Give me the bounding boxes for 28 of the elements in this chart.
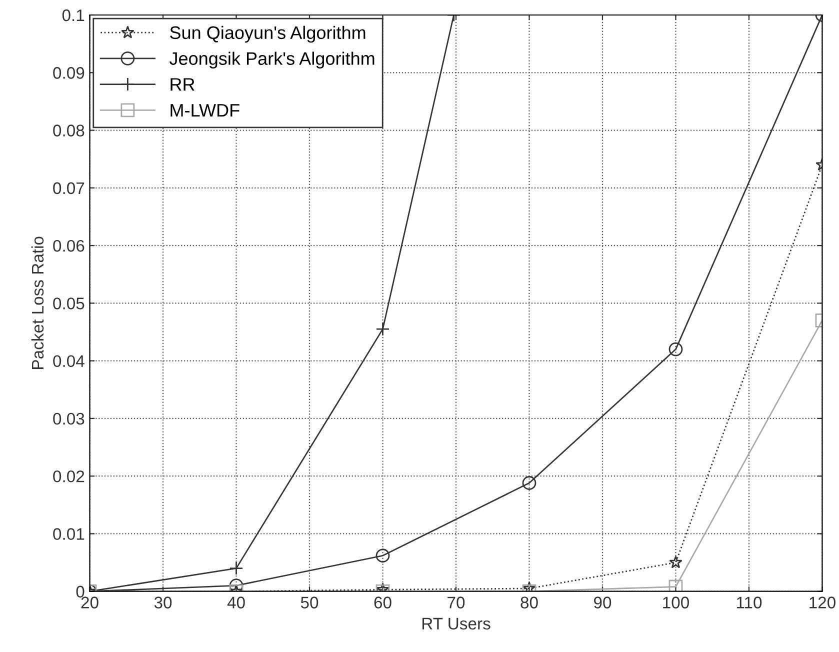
legend-label: Sun Qiaoyun's Algorithm xyxy=(170,26,366,43)
x-tick-label: 20 xyxy=(81,596,98,608)
x-tick-label: 100 xyxy=(663,596,689,608)
y-tick-label: 0.01 xyxy=(53,528,84,540)
x-tick-label: 110 xyxy=(736,596,762,608)
y-tick-label: 0.08 xyxy=(53,124,84,136)
y-tick-label: 0 xyxy=(76,586,84,598)
y-axis-title: Packet Loss Ratio xyxy=(31,236,44,369)
legend-label: M-LWDF xyxy=(170,104,240,116)
y-tick-label: 0.09 xyxy=(53,67,84,79)
y-tick-label: 0.05 xyxy=(53,298,84,310)
x-axis-title: RT Users xyxy=(422,618,490,630)
x-tick-label: 120 xyxy=(810,596,836,608)
x-tick-label: 60 xyxy=(374,596,392,608)
y-tick-label: 0.07 xyxy=(53,182,84,194)
y-tick-label: 0.02 xyxy=(53,470,84,482)
y-tick-label: 0.03 xyxy=(53,412,84,425)
legend-label: RR xyxy=(170,78,194,91)
x-tick-label: 90 xyxy=(594,596,612,608)
x-tick-label: 80 xyxy=(520,596,538,608)
x-tick-label: 40 xyxy=(227,596,245,608)
y-tick-label: 0.06 xyxy=(53,240,84,252)
legend-label: Jeongsik Park's Algorithm xyxy=(170,52,374,69)
x-tick-label: 50 xyxy=(300,596,318,608)
x-tick-label: 70 xyxy=(448,596,465,608)
y-tick-label: 0.1 xyxy=(62,9,84,22)
y-tick-label: 0.04 xyxy=(53,355,84,368)
x-tick-label: 30 xyxy=(154,596,172,608)
